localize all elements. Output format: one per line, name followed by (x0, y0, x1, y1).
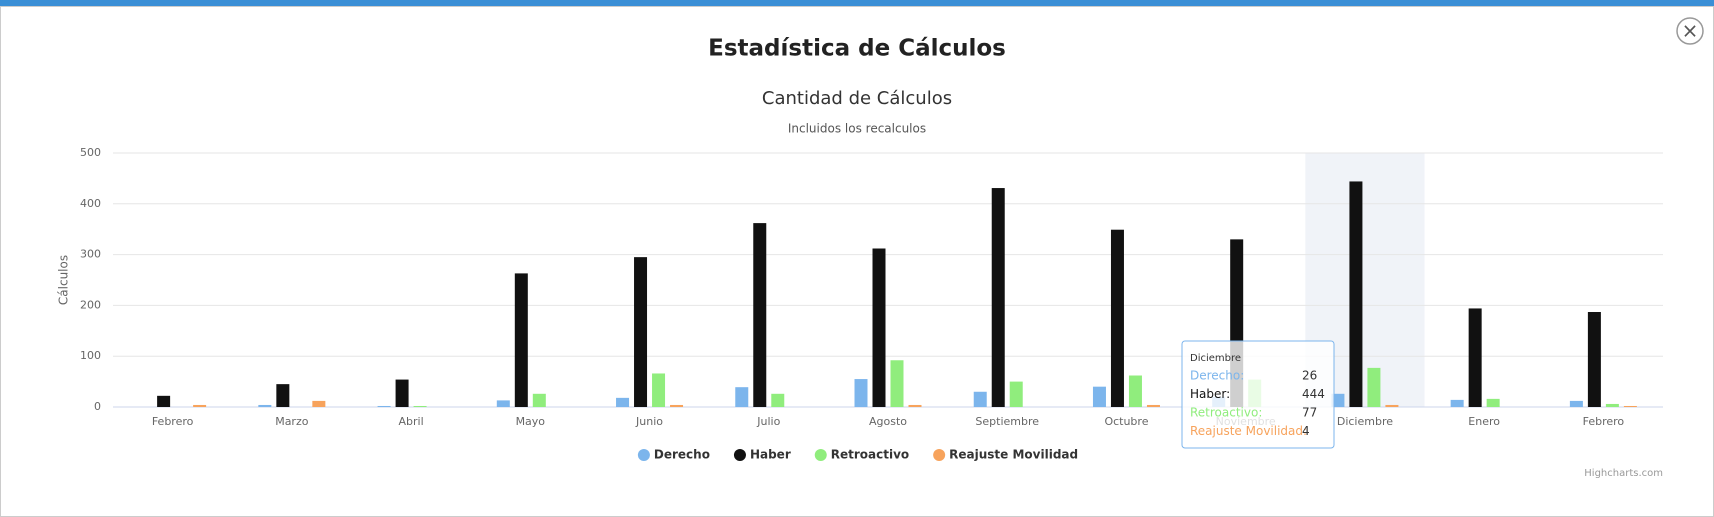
tooltip-box (1181, 340, 1335, 449)
bar (312, 400, 326, 407)
bar (496, 400, 510, 407)
tooltip-label: Reajuste Movilidad: (1190, 424, 1307, 438)
bar (890, 360, 904, 407)
legend-label[interactable]: Retroactivo (831, 448, 909, 462)
bar (616, 397, 630, 407)
x-tick-label: Enero (1468, 415, 1500, 428)
bar (514, 273, 528, 407)
x-tick-label: Abril (398, 415, 423, 428)
bar (377, 405, 391, 407)
legend-label[interactable]: Haber (750, 448, 791, 462)
bar (908, 404, 922, 407)
bar (991, 188, 1005, 407)
x-tick-label: Mayo (516, 415, 546, 428)
legend-label[interactable]: Derecho (654, 448, 710, 462)
x-tick-label: Julio (756, 415, 780, 428)
legend-marker (637, 449, 650, 461)
x-tick-label: Marzo (275, 415, 309, 428)
bar (1623, 405, 1637, 407)
tooltip-label: Retroactivo: (1190, 406, 1262, 420)
close-button[interactable] (1676, 17, 1704, 45)
bar (1092, 386, 1106, 407)
bar (276, 384, 290, 407)
tooltip-value: 4 (1302, 424, 1310, 438)
y-axis-title: Cálculos (57, 255, 71, 305)
bar (1009, 381, 1023, 407)
bar (1146, 404, 1160, 407)
bar (1605, 403, 1619, 407)
bar (1367, 367, 1381, 407)
legend-marker (733, 449, 746, 461)
chart-subtitle: Incluidos los recalculos (788, 122, 926, 136)
bar (634, 257, 648, 407)
bar (157, 395, 171, 407)
tooltip-label: Derecho: (1190, 369, 1244, 383)
tooltip-value: 444 (1302, 387, 1325, 401)
x-tick-label: Agosto (869, 415, 907, 428)
bar (973, 391, 987, 407)
bar (1128, 375, 1142, 407)
bar (1486, 398, 1500, 407)
tooltip-header: Diciembre (1190, 353, 1241, 364)
bar (193, 404, 207, 407)
bar (1110, 229, 1124, 407)
chart-title: Cantidad de Cálculos (762, 88, 952, 109)
x-tick-label: Febrero (152, 415, 194, 428)
modal (0, 6, 1714, 517)
bar (1569, 400, 1583, 407)
bar (735, 387, 749, 407)
browser-strip (0, 0, 1714, 8)
y-tick-label: 100 (80, 349, 101, 362)
tooltip-label: Haber: (1190, 387, 1230, 401)
tooltip-value: 26 (1302, 369, 1317, 383)
bar (1331, 393, 1345, 407)
y-tick-label: 200 (80, 298, 101, 311)
y-tick-label: 300 (80, 248, 101, 261)
y-tick-label: 500 (80, 146, 101, 159)
bar (872, 248, 886, 407)
credits[interactable]: Highcharts.com (1584, 468, 1663, 479)
bar (258, 404, 272, 407)
bar (652, 373, 666, 407)
x-tick-label: Septiembre (975, 415, 1039, 428)
tooltip: Diciembre Derecho: 26 Haber: 444 Retroactivo:… (1181, 340, 1335, 449)
legend-marker (814, 449, 827, 461)
bar (395, 379, 409, 407)
bar (1385, 404, 1399, 407)
bar (771, 393, 785, 407)
x-tick-label: Diciembre (1337, 415, 1393, 428)
bar (670, 404, 684, 407)
y-tick-label: 0 (94, 400, 101, 413)
y-tick-label: 400 (80, 197, 101, 210)
bar (532, 393, 546, 407)
bar (1468, 308, 1482, 407)
tooltip-value: 77 (1302, 406, 1317, 420)
close-icon[interactable]: × (1682, 19, 1699, 43)
x-tick-label: Junio (635, 415, 663, 428)
modal-title: Estadística de Cálculos (708, 36, 1006, 62)
bar (753, 223, 767, 407)
bar (854, 379, 868, 407)
bar (1450, 399, 1464, 407)
bar (1349, 181, 1363, 407)
legend-marker (933, 449, 946, 461)
legend-label[interactable]: Reajuste Movilidad (949, 448, 1078, 462)
x-tick-label: Febrero (1583, 415, 1625, 428)
bar (1587, 312, 1601, 407)
x-tick-label: Octubre (1104, 415, 1148, 428)
bar (413, 405, 427, 407)
